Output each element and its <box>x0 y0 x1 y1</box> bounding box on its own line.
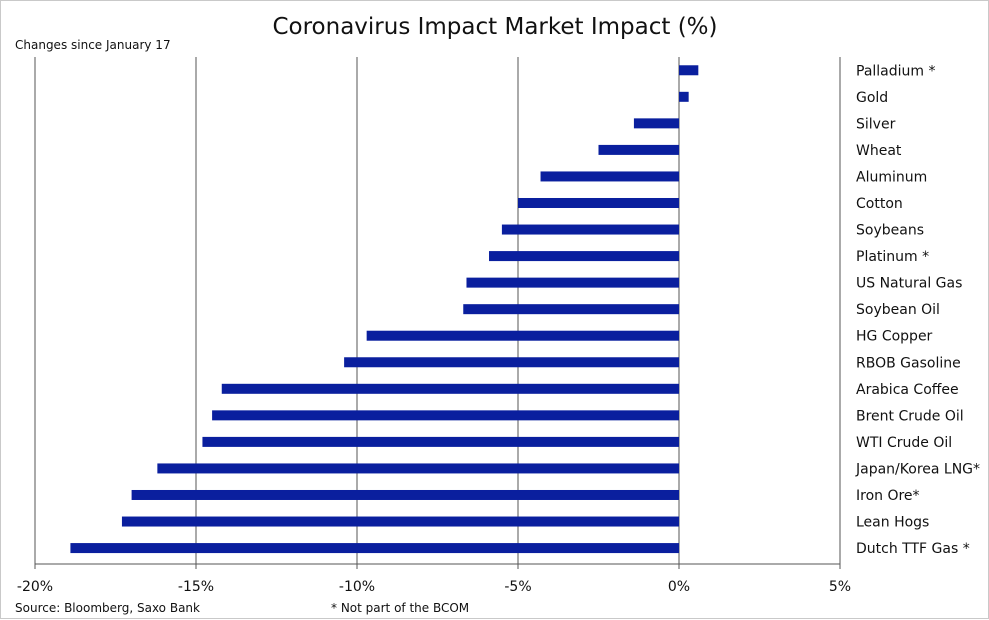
chart-subtitle: Changes since January 17 <box>15 38 171 52</box>
category-label: Arabica Coffee <box>856 382 959 398</box>
bar <box>518 197 679 208</box>
bar <box>212 410 679 421</box>
chart-title: Coronavirus Impact Market Impact (%) <box>272 14 717 40</box>
bar <box>366 330 679 341</box>
bar <box>633 118 679 129</box>
category-label: Cotton <box>856 196 903 212</box>
category-label: Japan/Korea LNG* <box>855 461 980 477</box>
bar <box>598 144 679 155</box>
bar <box>70 543 680 554</box>
x-tick-label: -15% <box>178 579 214 595</box>
category-label: WTI Crude Oil <box>856 435 952 451</box>
category-label: Aluminum <box>856 169 927 185</box>
x-tick-label: 5% <box>829 579 851 595</box>
category-label: Iron Ore* <box>856 488 920 504</box>
source-note: Source: Bloomberg, Saxo Bank <box>15 601 200 615</box>
category-label: Palladium * <box>856 63 936 79</box>
category-label: Lean Hogs <box>856 515 929 531</box>
bar <box>463 304 679 315</box>
bar <box>679 65 699 76</box>
bar <box>157 463 680 474</box>
bar <box>131 489 680 500</box>
category-label: Wheat <box>856 143 902 159</box>
bar <box>221 383 679 394</box>
category-label: Gold <box>856 90 888 106</box>
bar <box>121 516 679 527</box>
category-labels: Palladium * Gold Silver Wheat Aluminum Cotton… <box>855 63 980 557</box>
bar <box>466 277 679 288</box>
bar <box>489 251 679 262</box>
bars <box>70 65 699 554</box>
x-tick-labels: -20% -15% -10% -5% 0% 5% <box>17 579 851 595</box>
bar <box>344 357 679 368</box>
bar <box>540 171 679 182</box>
category-label: HG Copper <box>856 329 933 345</box>
category-label: Dutch TTF Gas * <box>856 541 970 557</box>
category-label: RBOB Gasoline <box>856 355 961 371</box>
x-tick-label: 0% <box>668 579 690 595</box>
category-label: Soybean Oil <box>856 302 940 318</box>
bar <box>501 224 679 235</box>
x-tick-label: -10% <box>339 579 375 595</box>
category-label: Soybeans <box>856 223 924 239</box>
category-label: Silver <box>856 116 896 132</box>
category-label: Platinum * <box>856 249 929 265</box>
x-tick-label: -5% <box>504 579 531 595</box>
category-label: Brent Crude Oil <box>856 408 964 424</box>
footnote: * Not part of the BCOM <box>331 601 469 615</box>
x-tick-label: -20% <box>17 579 53 595</box>
category-label: US Natural Gas <box>856 276 962 292</box>
bar <box>202 436 679 447</box>
bar <box>679 91 689 102</box>
